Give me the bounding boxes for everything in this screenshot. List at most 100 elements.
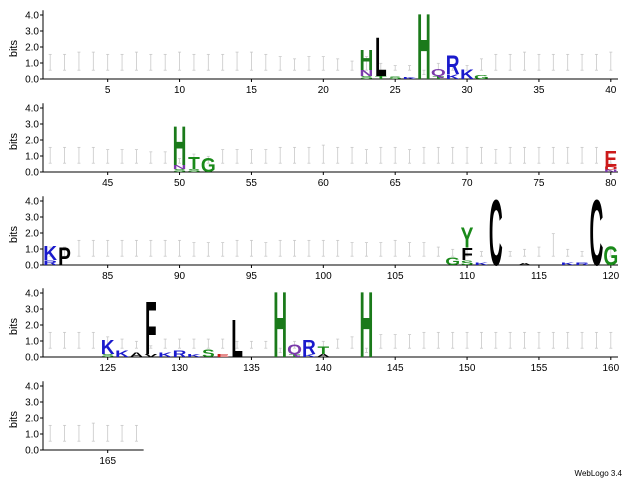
error-bar	[106, 149, 110, 164]
logo-letter-c: C	[489, 182, 503, 286]
y-tick-label: 2.0	[25, 414, 39, 425]
logo-letter-s: S	[188, 168, 201, 173]
logo-letter-k: K	[446, 73, 461, 80]
error-bar	[566, 248, 570, 257]
error-bar	[551, 233, 555, 257]
error-bar	[163, 239, 167, 257]
logo-letter-h: H	[173, 114, 187, 177]
logo-letter-h: H	[360, 274, 374, 378]
error-bar	[321, 239, 325, 257]
logo-letter-k: K	[561, 262, 575, 266]
error-bar	[106, 336, 110, 349]
error-bar	[523, 248, 527, 257]
error-bar	[537, 331, 541, 349]
x-tick-label: 30	[462, 85, 474, 96]
logo-letter-s: S	[389, 76, 402, 80]
error-bar	[149, 151, 153, 164]
error-bar	[537, 246, 541, 257]
logo-letter-s: S	[202, 348, 215, 360]
error-bar	[293, 239, 297, 257]
error-bar	[178, 158, 182, 164]
y-tick-label: 4.0	[25, 382, 39, 393]
error-bar	[106, 53, 110, 71]
error-bar	[221, 242, 225, 257]
logo-letter-c: C	[590, 182, 604, 286]
logo-letter-a: A	[316, 353, 330, 358]
error-bar	[393, 146, 397, 164]
logo-letter-l: L	[375, 25, 387, 88]
x-tick-label: 10	[174, 85, 186, 96]
x-tick-label: 100	[315, 271, 332, 282]
error-bar	[436, 146, 440, 164]
error-bar	[77, 424, 81, 442]
error-bar	[48, 146, 52, 164]
error-bar	[163, 338, 167, 349]
error-bar	[235, 51, 239, 71]
error-bar	[321, 340, 325, 349]
error-bar	[120, 338, 124, 349]
weblogo-credit: WebLogo 3.4	[575, 469, 623, 478]
logo-letter-v: V	[144, 353, 158, 358]
logo-letter-d: D	[604, 165, 618, 170]
error-bar	[350, 146, 354, 164]
error-bar	[221, 149, 225, 164]
logo-letter-h: H	[417, 0, 431, 100]
error-bar	[106, 424, 110, 442]
error-bar	[594, 331, 598, 349]
error-bar	[451, 331, 455, 349]
x-tick-label: 80	[605, 178, 617, 189]
error-bar	[48, 53, 52, 71]
error-bar	[91, 146, 95, 164]
y-axis-title: bits	[8, 40, 20, 58]
error-bar	[422, 69, 426, 75]
logo-letter-k: K	[460, 68, 474, 83]
error-bar	[235, 340, 239, 349]
error-bar	[408, 149, 412, 164]
error-bar	[120, 53, 124, 71]
logo-letter-k: K	[43, 243, 57, 266]
error-bar	[77, 239, 81, 257]
y-tick-label: 0.0	[25, 446, 39, 457]
logo-letter-t: T	[188, 152, 200, 172]
logo-letter-g: G	[445, 256, 460, 268]
error-bar	[422, 331, 426, 349]
error-bar	[91, 51, 95, 71]
logo-letter-n: N	[360, 69, 374, 78]
logo-letter-s: S	[461, 259, 474, 266]
error-bar	[523, 331, 527, 349]
error-bar	[364, 149, 368, 164]
x-tick-label: 85	[102, 271, 114, 282]
error-bar	[465, 65, 469, 71]
y-tick-label: 0.0	[25, 353, 39, 364]
error-bar	[77, 51, 81, 71]
logo-letter-r: R	[575, 262, 589, 266]
logo-letter-h: H	[273, 274, 287, 378]
logo-letter-e: E	[216, 353, 229, 358]
error-bar	[508, 146, 512, 164]
x-tick-label: 50	[174, 178, 186, 189]
error-bar	[63, 424, 67, 442]
x-tick-label: 35	[533, 85, 545, 96]
error-bar	[436, 331, 440, 349]
logo-letter-k: K	[403, 77, 417, 80]
error-bar	[91, 239, 95, 257]
error-bar	[321, 144, 325, 164]
logo-letter-f: F	[461, 244, 473, 264]
error-bar	[206, 338, 210, 349]
x-tick-label: 75	[533, 178, 545, 189]
x-tick-label: 110	[459, 271, 475, 282]
error-bar	[594, 53, 598, 71]
error-bar	[206, 155, 210, 164]
error-bar	[479, 58, 483, 71]
error-bar	[178, 338, 182, 349]
error-bar	[264, 340, 268, 349]
error-bar	[465, 331, 469, 349]
logo-letter-k: K	[302, 353, 316, 358]
logo-letter-t: T	[432, 75, 444, 80]
y-axis-title: bits	[8, 226, 20, 244]
error-bar	[278, 239, 282, 257]
y-tick-label: 2.0	[25, 321, 39, 332]
error-bar	[494, 255, 498, 261]
x-tick-label: 65	[390, 178, 402, 189]
y-tick-label: 0.0	[25, 75, 39, 86]
